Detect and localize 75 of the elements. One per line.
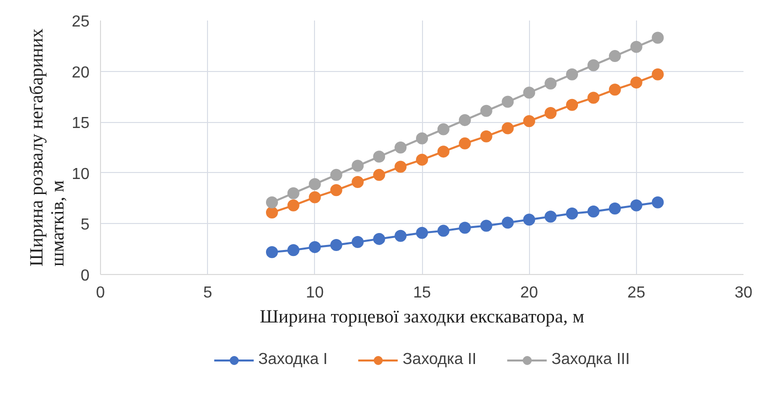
point: [458, 114, 471, 126]
point: [630, 199, 642, 212]
point: [523, 214, 536, 226]
y-tick-label: 10: [72, 166, 90, 183]
point: [480, 104, 492, 117]
point: [544, 78, 557, 90]
point: [458, 222, 471, 234]
point: [502, 216, 514, 229]
point: [544, 106, 557, 119]
x-tick-label: 0: [96, 284, 106, 302]
point: [652, 32, 664, 44]
point: [566, 68, 578, 80]
point: [437, 123, 450, 136]
point: [394, 160, 407, 173]
point: [308, 191, 321, 204]
point: [608, 84, 621, 96]
point: [394, 230, 407, 242]
point: [502, 96, 514, 108]
point: [416, 226, 428, 239]
legend-label: Заходка II: [402, 351, 476, 369]
point: [352, 236, 364, 248]
point: [587, 206, 600, 218]
point: [523, 86, 536, 99]
y-tick-label: 0: [80, 268, 90, 284]
point: [544, 210, 557, 223]
point: [330, 168, 342, 181]
point: [566, 208, 578, 220]
point: [416, 132, 428, 144]
point: [608, 202, 621, 214]
y-tick-label: 20: [72, 64, 90, 82]
x-tick-label: 15: [413, 284, 431, 302]
point: [266, 206, 278, 219]
point: [416, 154, 428, 166]
point: [266, 246, 278, 258]
point: [523, 115, 536, 128]
x-tick-label: 5: [203, 284, 212, 302]
point: [480, 220, 492, 232]
legend-label: Заходка I: [258, 351, 328, 369]
y-tick-label: 25: [72, 14, 90, 30]
x-tick-label: 25: [627, 284, 646, 302]
x-tick-label: 20: [520, 284, 538, 302]
point: [437, 146, 450, 158]
point: [480, 130, 492, 142]
point: [587, 92, 600, 104]
y-tick-label: 15: [72, 115, 90, 132]
point: [352, 176, 364, 188]
point: [373, 150, 386, 163]
point: [308, 241, 321, 254]
x-tick-label: 10: [306, 284, 324, 302]
point: [608, 50, 621, 62]
point: [330, 184, 342, 196]
point: [587, 59, 600, 72]
point: [373, 168, 386, 181]
point: [437, 224, 450, 237]
point: [352, 160, 364, 172]
point: [394, 142, 407, 154]
point: [266, 196, 278, 208]
point: [373, 232, 386, 245]
point: [287, 199, 300, 212]
point: [630, 76, 642, 88]
y-tick-label: 5: [80, 216, 90, 234]
point: [287, 187, 300, 200]
point: [287, 244, 300, 256]
point: [308, 178, 321, 190]
legend-label: Заходка III: [551, 351, 630, 369]
point: [458, 137, 471, 150]
x-tick-label: 30: [734, 284, 752, 302]
x-axis-title: Ширина торцевої заходки екскаватора, м: [260, 306, 584, 328]
point: [630, 40, 642, 53]
point: [502, 122, 514, 134]
point: [330, 239, 342, 252]
point: [652, 196, 664, 208]
point: [652, 68, 664, 80]
y-axis-title: Ширина розвалу негабариних шматків, м: [26, 28, 68, 266]
point: [566, 98, 578, 111]
